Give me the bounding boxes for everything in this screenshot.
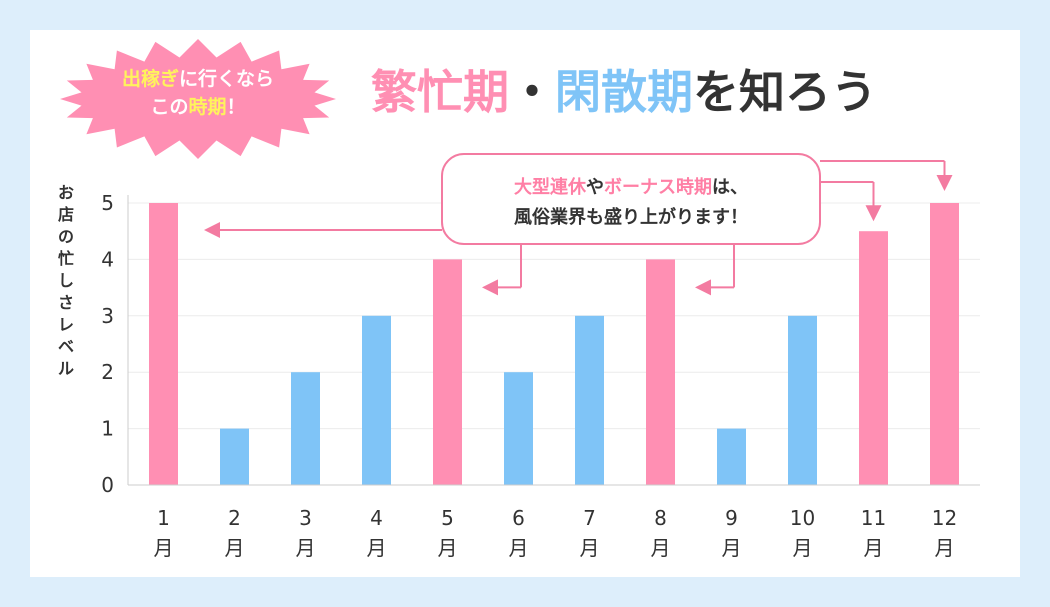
title-busy-season: 繁忙期 (371, 65, 509, 119)
x-tick-number: 4 (370, 506, 383, 530)
y-tick-label: 0 (101, 473, 114, 497)
bar-7 (575, 315, 604, 485)
starburst-shape (60, 39, 336, 159)
page-title: 繁忙期・閑散期を知ろう (371, 65, 877, 119)
callout-highlight-text: 大型連休 (514, 176, 587, 198)
x-tick-unit: 月 (296, 536, 316, 560)
callout-text: は、 (712, 177, 748, 198)
y-tick-label: 3 (101, 304, 114, 328)
arrow-head (482, 279, 498, 296)
x-tick-unit: 月 (935, 536, 955, 560)
x-tick-number: 11 (861, 506, 886, 530)
x-tick-unit: 月 (580, 536, 600, 560)
callout-line-2: 風俗業界も盛り上がります！ (514, 206, 748, 228)
y-tick-label: 5 (101, 191, 114, 215)
y-tick-label: 1 (101, 417, 114, 441)
bar-8 (646, 259, 675, 485)
callout-text: 風俗業界も盛り上がります！ (514, 206, 748, 228)
axes: 012345お店の忙しさレベル1月2月3月4月5月6月7月8月9月10月11月1… (58, 183, 980, 560)
x-tick-number: 3 (299, 506, 312, 530)
arrow-head (936, 175, 953, 191)
bars (149, 203, 959, 485)
x-tick-unit: 月 (793, 536, 813, 560)
bar-1 (149, 203, 178, 485)
x-tick-number: 8 (654, 506, 667, 530)
y-tick-label: 2 (101, 360, 114, 384)
bar-10 (788, 315, 817, 485)
badge-highlight-text: 出稼ぎ (122, 67, 179, 90)
badge-highlight-text: 時期 (188, 96, 226, 118)
bar-5 (433, 259, 462, 485)
season-badge: 出稼ぎに行くなら この時期！ (60, 39, 336, 159)
callout-text: や (586, 177, 604, 198)
x-tick-number: 9 (725, 506, 738, 530)
x-tick-unit: 月 (367, 536, 387, 560)
callout-bubble: 大型連休やボーナス時期は、 風俗業界も盛り上がります！ (441, 153, 821, 245)
bar-12 (930, 203, 959, 485)
badge-text: ！ (227, 96, 246, 118)
callout-arrows (204, 160, 953, 296)
bar-3 (291, 372, 320, 485)
bar-2 (220, 428, 249, 485)
badge-text: この (150, 96, 188, 118)
badge-text: に行くなら (179, 67, 274, 90)
x-tick-number: 12 (932, 506, 957, 530)
badge-line-2: この時期！ (150, 96, 245, 118)
y-tick-label: 4 (101, 247, 114, 271)
y-axis-label: お店の忙しさレベル (58, 183, 74, 378)
x-tick-unit: 月 (509, 536, 529, 560)
bar-6 (504, 372, 533, 485)
x-tick-unit: 月 (438, 536, 458, 560)
infographic-card: 0 1 2 3 4 5 お店の忙しさレベル 1 月 2 月 3 月 4 月 5 月 6 月 7 月 8 月 9 月 10 月 11 月 1… (30, 30, 1020, 577)
x-tick-unit: 月 (225, 536, 245, 560)
title-quiet-season: 閑散期 (555, 65, 693, 119)
bar-9 (717, 428, 746, 485)
x-tick-number: 10 (790, 506, 815, 530)
x-tick-unit: 月 (651, 536, 671, 560)
x-tick-number: 1 (157, 506, 170, 530)
bar-11 (859, 231, 888, 485)
badge-line-1: 出稼ぎに行くなら (122, 67, 274, 90)
x-tick-number: 2 (228, 506, 241, 530)
x-tick-number: 5 (441, 506, 454, 530)
x-tick-unit: 月 (154, 536, 174, 560)
x-tick-unit: 月 (864, 536, 884, 560)
arrow-head (695, 279, 711, 296)
callout-highlight-text: ボーナス時期 (604, 177, 712, 198)
x-tick-number: 6 (512, 506, 525, 530)
title-suffix: を知ろう (693, 65, 877, 119)
x-tick-unit: 月 (722, 536, 742, 560)
busy-season-chart: 012345お店の忙しさレベル1月2月3月4月5月6月7月8月9月10月11月1… (58, 39, 980, 560)
arrow-head (865, 205, 882, 222)
callout-box (441, 153, 821, 245)
arrow-head (204, 222, 220, 238)
title-separator: ・ (509, 65, 555, 119)
bar-4 (362, 315, 391, 485)
callout-line-1: 大型連休やボーナス時期は、 (514, 176, 748, 198)
x-tick-number: 7 (583, 506, 596, 530)
